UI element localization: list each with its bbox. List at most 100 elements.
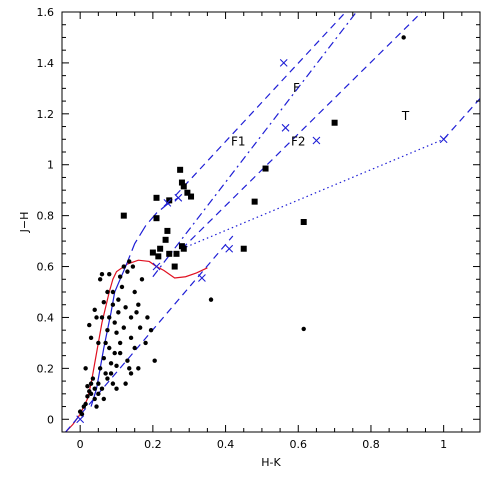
dot-point: [96, 381, 101, 386]
dot-point: [83, 401, 88, 407]
square-point: [300, 219, 307, 225]
dot-point: [103, 371, 108, 376]
cross-marker: [76, 415, 85, 424]
x-tick-label: 0: [77, 438, 84, 451]
dot-point: [116, 310, 121, 315]
dot-point: [88, 381, 94, 386]
series-line-dashdot: [152, 12, 357, 278]
y-tick-label: 1.4: [37, 57, 55, 70]
x-tick-label: 0.6: [290, 438, 308, 451]
dot-point: [94, 315, 99, 320]
dot-point: [119, 284, 125, 290]
dot-point: [148, 327, 154, 333]
dot-point: [401, 35, 406, 40]
series-line-dot: [181, 138, 444, 250]
square-point: [171, 263, 178, 270]
dot-point: [128, 371, 134, 376]
cross-marker: [198, 274, 206, 282]
dot-point: [134, 310, 139, 315]
x-tick-label: 0.8: [362, 438, 380, 451]
dot-point: [96, 391, 101, 397]
dot-point: [132, 345, 137, 351]
cross-marker: [439, 135, 448, 144]
y-tick-label: 0.2: [37, 362, 55, 375]
dot-point: [110, 289, 116, 295]
dot-point: [117, 350, 123, 356]
y-tick-label: 0.4: [37, 311, 55, 324]
square-point: [162, 236, 169, 243]
cross-marker: [279, 59, 288, 67]
dot-point: [101, 299, 107, 305]
dot-point: [107, 345, 112, 351]
square-point: [251, 198, 258, 205]
region-label-t: T: [401, 109, 410, 123]
data-points: [77, 35, 406, 417]
dot-point: [87, 322, 92, 328]
dot-point: [107, 271, 112, 277]
dot-point: [92, 307, 97, 313]
dot-point: [97, 277, 103, 282]
dot-point: [137, 325, 143, 330]
y-tick-label: 1.6: [37, 6, 55, 19]
x-tick-label: 0.2: [144, 438, 162, 451]
square-point: [262, 165, 269, 172]
region-label-f1: F1: [231, 135, 246, 149]
square-point: [180, 183, 187, 190]
y-tick-label: 0.6: [37, 261, 55, 274]
region-labels: F F1 F2 T: [231, 81, 410, 148]
cross-marker: [163, 199, 172, 207]
dot-point: [92, 396, 97, 402]
dot-point: [114, 363, 119, 369]
cross-marker: [174, 193, 183, 202]
dot-point: [108, 361, 114, 366]
dot-point: [99, 386, 105, 391]
square-point: [177, 166, 184, 173]
y-tick-label: 1: [47, 159, 54, 172]
dot-point: [112, 350, 117, 356]
dot-point: [97, 366, 103, 371]
dot-point: [85, 394, 90, 399]
dot-point: [96, 340, 101, 346]
dot-point: [99, 271, 105, 277]
region-label-f: F: [293, 81, 300, 95]
square-point: [240, 245, 247, 252]
square-point: [184, 189, 191, 196]
dot-point: [101, 355, 107, 361]
dot-point: [88, 391, 94, 397]
series-line-solid: [65, 259, 208, 432]
square-point: [153, 215, 160, 222]
dot-point: [110, 302, 116, 307]
dot-point: [105, 289, 110, 295]
dot-point: [125, 358, 130, 363]
dot-point: [83, 366, 88, 371]
dot-point: [85, 383, 90, 389]
dot-point: [139, 277, 145, 282]
dot-point: [90, 376, 96, 381]
x-tick-label: 1: [440, 438, 447, 451]
series-line-dash: [181, 12, 423, 250]
dot-point: [110, 381, 116, 386]
dot-point: [112, 320, 117, 325]
series-line-dash: [65, 235, 234, 432]
y-axis-label: J−H: [18, 212, 31, 234]
cross-marker: [225, 244, 234, 253]
plot-frame: [61, 11, 481, 433]
dot-point: [101, 396, 107, 402]
square-point: [166, 250, 173, 257]
square-point: [153, 194, 160, 201]
dot-point: [132, 289, 137, 295]
dot-point: [127, 259, 132, 264]
dot-point: [121, 325, 126, 330]
cross-marker: [152, 262, 161, 271]
dot-point: [127, 366, 132, 371]
axes: 0 0.2 0.4 0.6 0.8 1 0 0.2 0.4 0.6 0.8 1 1.2 1.4 1.6: [37, 6, 481, 451]
dot-point: [208, 297, 214, 302]
square-point: [180, 245, 187, 252]
square-point: [149, 249, 156, 256]
dot-point: [128, 315, 134, 320]
x-tick-label: 0.4: [217, 438, 235, 451]
x-axis-label: H-K: [261, 456, 281, 469]
cross-markers: [76, 59, 448, 424]
dot-point: [121, 264, 126, 269]
dot-point: [79, 411, 85, 417]
